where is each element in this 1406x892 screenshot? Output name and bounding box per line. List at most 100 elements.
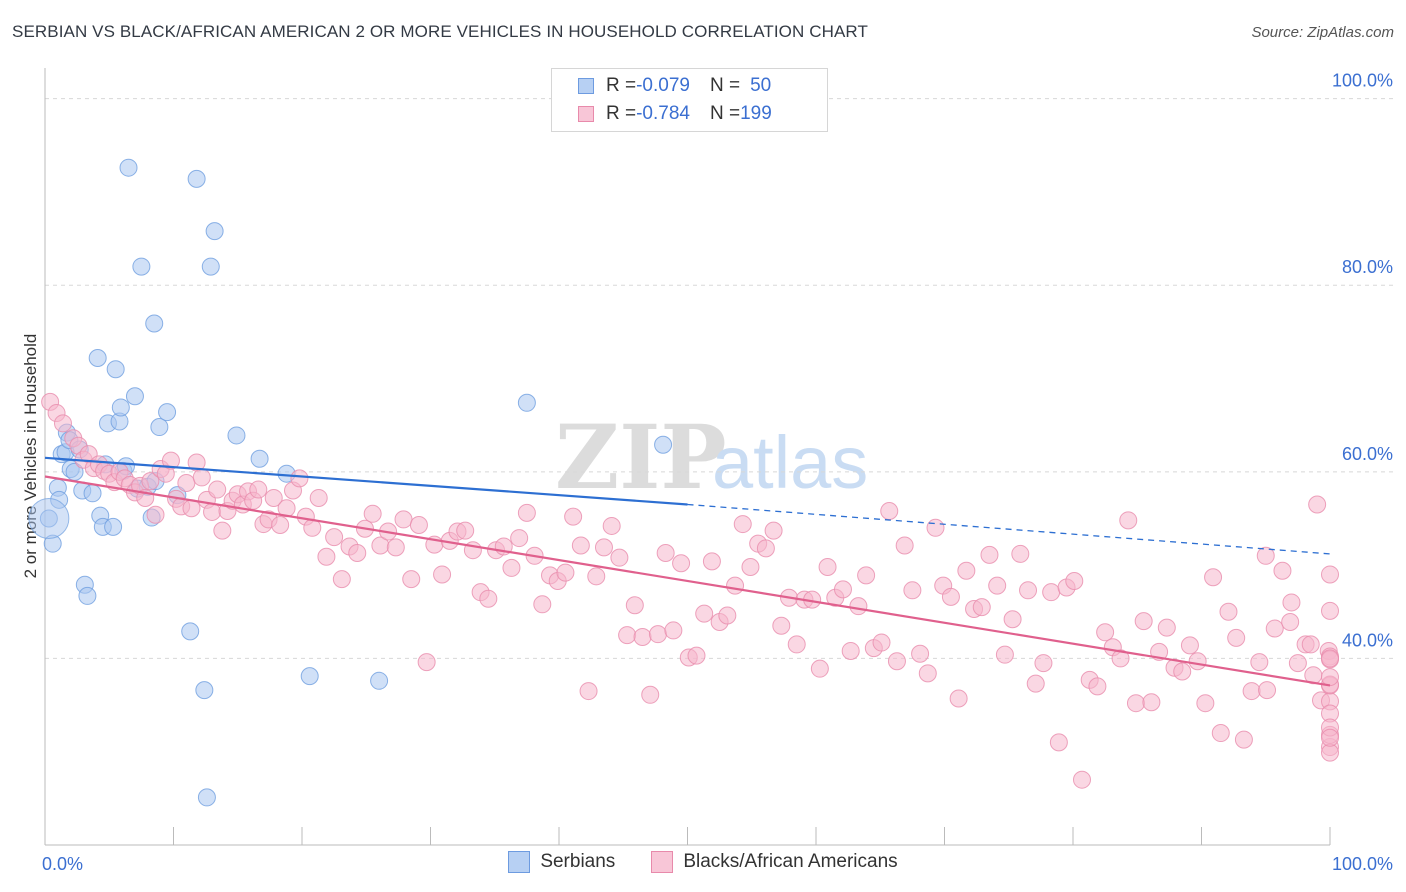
trend-lines (44, 456, 1331, 687)
data-point (271, 516, 290, 535)
grid-lines (45, 98, 1395, 659)
data-point (1256, 546, 1275, 565)
legend-label-serbians: Serbians (540, 851, 616, 872)
data-point (146, 505, 165, 524)
data-point (1211, 724, 1230, 743)
data-point (1242, 682, 1261, 701)
tick-labels: 40.0% 60.0% 80.0% 100.0% 0.0% 100.0% (42, 71, 1393, 874)
series-blacks-african-americans (41, 392, 1339, 789)
data-point (1321, 601, 1339, 620)
legend-row-blacks: R = -0.784 N = 199 (578, 102, 772, 126)
data-point (571, 536, 590, 555)
data-point (1072, 770, 1091, 789)
data-point (325, 528, 344, 547)
data-point (213, 521, 232, 540)
data-point (610, 548, 629, 567)
legend-r-label: R = (606, 103, 637, 124)
data-point (208, 480, 227, 499)
data-point (1227, 628, 1246, 647)
data-point (417, 653, 436, 672)
data-point (78, 586, 97, 605)
data-point (818, 557, 837, 576)
y-tick-label: 60.0% (1342, 444, 1393, 464)
data-point (104, 517, 123, 536)
trend-line-serbians (44, 456, 688, 506)
data-point (1281, 613, 1300, 632)
data-point (564, 507, 583, 526)
data-point (456, 521, 475, 540)
watermark-atlas: atlas (712, 421, 868, 504)
data-point (587, 567, 606, 586)
data-point (648, 625, 667, 644)
data-point (249, 480, 268, 499)
data-point (849, 597, 868, 616)
data-point (926, 518, 945, 537)
data-point (300, 667, 319, 686)
data-point (903, 581, 922, 600)
data-point (309, 488, 328, 507)
data-point (88, 349, 107, 368)
data-point (332, 570, 351, 589)
data-point (317, 547, 336, 566)
data-point (158, 403, 177, 422)
data-point (1042, 583, 1061, 602)
legend-r-label: R = (606, 75, 637, 96)
data-point (192, 468, 211, 487)
data-point (125, 387, 144, 406)
data-point (1234, 730, 1253, 749)
data-point (726, 576, 745, 595)
data-point (1321, 649, 1339, 668)
data-point (1011, 544, 1030, 563)
data-point (111, 398, 130, 417)
data-point (887, 652, 906, 671)
data-point (1258, 681, 1277, 700)
data-point (625, 596, 644, 615)
data-point (433, 565, 452, 584)
data-point (1019, 581, 1038, 600)
data-point (1126, 694, 1145, 713)
data-point (53, 414, 72, 433)
stats-legend: R = -0.079 N = 50 R = -0.784 N = 199 (551, 68, 828, 132)
data-point (895, 536, 914, 555)
data-point (83, 484, 102, 503)
data-point (579, 682, 598, 701)
trend-line-serbians-extension (687, 503, 1331, 555)
axes (44, 68, 1331, 846)
data-point (370, 671, 389, 690)
data-point (857, 566, 876, 585)
data-point (1273, 561, 1292, 580)
data-point (1265, 619, 1284, 638)
data-point (602, 516, 621, 535)
data-point (949, 689, 968, 708)
data-point (941, 587, 960, 606)
data-point-large (28, 497, 70, 539)
data-point (1219, 602, 1238, 621)
data-point (201, 257, 220, 276)
data-point (195, 681, 214, 700)
data-point (141, 472, 160, 491)
data-point (250, 449, 269, 468)
data-point (741, 557, 760, 576)
data-point (988, 576, 1007, 595)
data-point (132, 257, 151, 276)
data-point (161, 451, 180, 470)
data-point (363, 504, 382, 523)
legend-n-label: N = (709, 75, 741, 96)
data-point (1308, 495, 1327, 514)
data-point (772, 616, 791, 635)
data-point (556, 563, 575, 582)
data-point (1282, 593, 1301, 612)
data-point (787, 635, 806, 654)
data-point (664, 621, 683, 640)
data-point (348, 543, 367, 562)
data-point (1065, 571, 1084, 590)
legend-n-label: N = (709, 103, 741, 124)
data-point (618, 626, 637, 645)
data-point (656, 543, 675, 562)
data-point (187, 169, 206, 188)
data-point (872, 633, 891, 652)
data-point (1049, 733, 1068, 752)
data-point (764, 521, 783, 540)
data-point (1111, 649, 1130, 668)
watermark-zip: ZIP (555, 405, 727, 509)
